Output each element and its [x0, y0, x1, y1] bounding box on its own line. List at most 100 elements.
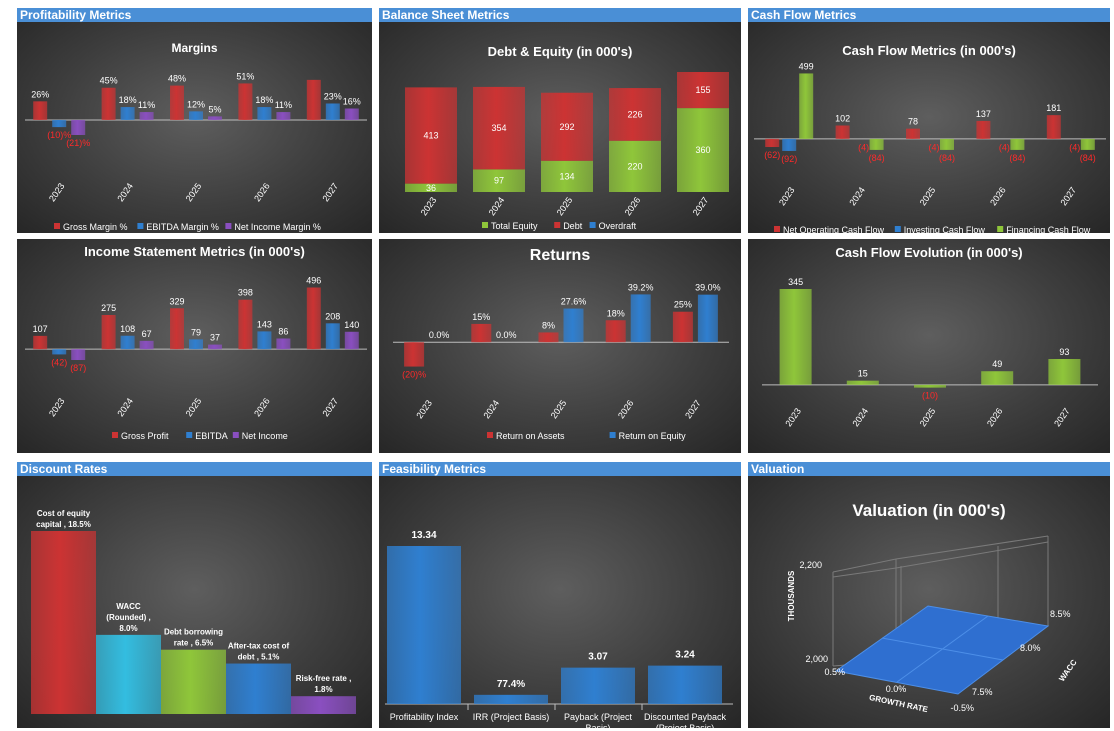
discount-chart: Cost of equity capital , 18.5% WACC (Rounde…	[17, 476, 372, 728]
x-tick-label: 2027	[683, 398, 703, 420]
z-tick-label: 2,000	[805, 654, 828, 664]
bar-net-income-2024	[139, 340, 154, 350]
bar-financing-cash-flow-2024	[869, 138, 884, 150]
bar-ebitda-2027	[325, 323, 340, 350]
data-label: 15	[858, 369, 868, 379]
x-tick-label: 0.5%	[824, 667, 845, 677]
data-label: 49	[992, 359, 1002, 369]
bar-return-on-assets-2023	[404, 342, 425, 367]
data-label: 292	[559, 122, 574, 132]
data-label: capital , 18.5%	[36, 520, 91, 529]
bar-ebitda-margin-2024	[120, 107, 135, 120]
y-tick-label: 8.5%	[1050, 609, 1071, 619]
data-label: (21)%	[66, 138, 90, 148]
margins-svg: Margins26%(10)%(21)%202345%18%11%202448%…	[25, 41, 367, 232]
data-label: 3.07	[588, 652, 608, 663]
cf-evolution-svg: Cash Flow Evolution (in 000's) 345 2023 15 2…	[762, 245, 1098, 428]
legend-swatch	[225, 223, 232, 229]
cashflow-header: Cash Flow Metrics	[748, 8, 1110, 22]
bar-gross-margin-2023	[33, 101, 48, 120]
cashflow-panel: Cash Flow Metrics Cash Flow Metrics (in …	[748, 8, 1110, 233]
bar-ebitda-2026	[257, 331, 272, 350]
valuation-header: Valuation	[748, 462, 1110, 476]
bar-after-tax-cost-of-debt	[226, 663, 291, 714]
legend-swatch	[554, 222, 561, 228]
data-label: (4)	[999, 142, 1010, 152]
valuation-surface	[834, 605, 1050, 695]
data-label: 354	[491, 123, 506, 133]
data-label: 97	[494, 176, 504, 186]
data-label: 18%	[607, 308, 625, 318]
x-tick-label: 2024	[115, 396, 135, 418]
bar-debt-2024	[473, 86, 525, 170]
bar-ebitda-margin-2026	[257, 107, 272, 120]
legend-swatch	[997, 226, 1004, 232]
valuation-chart: Valuation (in 000's) 2,200 2,000 THOUSANDS 0…	[748, 476, 1110, 728]
x-tick-label: 2027	[691, 195, 711, 217]
income-chart: Income Statement Metrics (in 000's) 107 (4…	[17, 239, 372, 453]
bar-net-operating-cash-flow-2023	[765, 138, 780, 148]
data-label: (10)	[922, 391, 938, 401]
surface-grid-2	[881, 637, 1004, 661]
x-tick-label: 2026	[252, 181, 272, 203]
x-tick-label: 2023	[419, 195, 439, 217]
z-axis-label: THOUSANDS	[787, 570, 796, 621]
bar-series-2024	[846, 380, 879, 385]
data-label: 8%	[542, 320, 555, 330]
data-label: WACC	[116, 602, 141, 611]
bar-feasibility-1	[474, 694, 548, 704]
chart-title: Returns	[530, 247, 591, 264]
bar-return-on-equity-2025	[563, 308, 584, 343]
data-label: Risk-free rate ,	[296, 674, 352, 683]
bar-return-on-equity-2026	[630, 294, 651, 343]
legend-label: Overdraft	[599, 221, 637, 231]
bar-total-equity-2023	[405, 183, 457, 192]
data-label: After-tax cost of	[228, 642, 290, 651]
data-label: 13.34	[411, 530, 436, 541]
legend-swatch	[894, 226, 901, 232]
cf-evolution-panel: Cash Flow Evolution (in 000's) 345 2023 15 2…	[748, 239, 1110, 453]
x-tick-label: 2023	[414, 398, 434, 420]
bar-gross-margin-2024	[101, 87, 116, 120]
data-label: 3.24	[675, 650, 695, 661]
data-label: 23%	[324, 91, 342, 101]
legend-swatch	[774, 226, 780, 232]
chart-title: Income Statement Metrics (in 000's)	[84, 244, 305, 259]
balance-header: Balance Sheet Metrics	[379, 8, 741, 22]
bar-gross-profit-2023	[33, 335, 48, 350]
bar-return-on-assets-2027	[672, 311, 693, 343]
bar-total-equity-2027	[677, 108, 729, 192]
data-label: 329	[169, 296, 184, 306]
bar-ebitda-margin-2025	[189, 111, 203, 120]
bar-total-equity-2024	[473, 169, 525, 192]
data-label: 134	[559, 171, 574, 181]
data-label: 413	[423, 130, 438, 140]
bar-net-income-2023	[71, 349, 86, 361]
data-label: 48%	[168, 74, 186, 84]
bar-series-2027	[1048, 359, 1081, 385]
data-label: 11%	[275, 100, 292, 110]
income-svg: Income Statement Metrics (in 000's) 107 (4…	[25, 244, 367, 441]
legend-swatch	[589, 222, 596, 228]
bar-financing-cash-flow-2026	[1010, 138, 1025, 150]
data-label: 67	[142, 329, 152, 339]
bar-ebitda-2024	[120, 335, 135, 350]
data-label: 25%	[674, 300, 692, 310]
data-label: 1.8%	[314, 685, 332, 694]
x-tick-label: Payback (Project	[564, 712, 633, 722]
back-wall-top	[832, 535, 1049, 573]
bar-net-income-2025	[208, 344, 222, 350]
y-tick-label: 7.5%	[972, 687, 993, 697]
feasibility-panel: Feasibility Metrics 13.34 Profitability I…	[379, 462, 741, 728]
x-tick-label: 2027	[1059, 185, 1079, 207]
bar-gross-margin-2025	[170, 85, 184, 120]
cash-flow-svg: Cash Flow Metrics (in 000's) (62) (92) 499 2…	[754, 43, 1106, 233]
chart-title: Debt & Equity (in 000's)	[488, 44, 633, 59]
data-label: (84)	[1080, 153, 1096, 163]
legend-swatch	[487, 432, 493, 438]
y-axis-label: WACC	[1057, 658, 1079, 683]
bar-net-operating-cash-flow-2025	[906, 128, 920, 139]
data-label: 18%	[119, 95, 137, 105]
data-label: Debt borrowing	[164, 628, 223, 637]
data-label: 275	[101, 303, 116, 313]
